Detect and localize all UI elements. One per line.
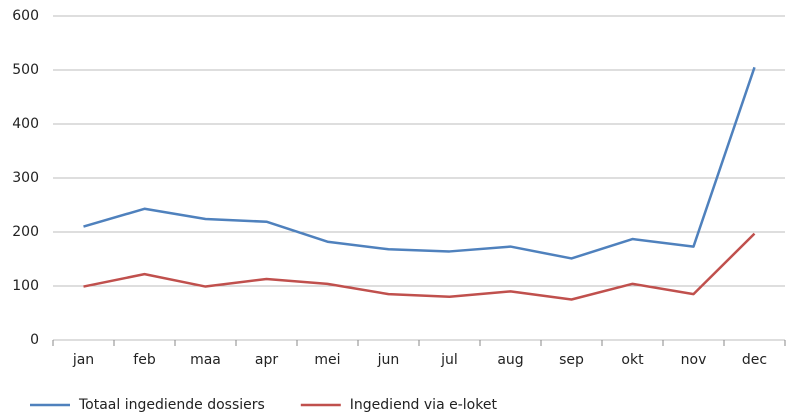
y-tick-label: 500 — [12, 62, 39, 78]
x-tick-label: nov — [681, 352, 707, 368]
y-tick-label: 600 — [12, 8, 39, 24]
legend-label: Ingediend via e-loket — [350, 397, 498, 413]
x-tick-label: aug — [497, 352, 523, 368]
x-tick-label: okt — [621, 352, 644, 368]
y-tick-label: 100 — [12, 278, 39, 294]
x-tick-label: feb — [133, 352, 156, 368]
series-line — [83, 66, 756, 260]
x-tick-label: jan — [72, 352, 94, 368]
x-tick-label: maa — [190, 352, 221, 368]
y-tick-label: 200 — [12, 224, 39, 240]
x-tick-label: sep — [559, 352, 584, 368]
x-tick-label: mei — [314, 352, 340, 368]
y-tick-label: 400 — [12, 116, 39, 132]
x-tick-label: dec — [742, 352, 767, 368]
y-tick-label: 0 — [30, 332, 39, 348]
x-tick-label: apr — [255, 352, 278, 368]
series-line — [83, 232, 756, 301]
legend-label: Totaal ingediende dossiers — [78, 397, 265, 413]
x-tick-label: jul — [440, 352, 458, 368]
y-tick-label: 300 — [12, 170, 39, 186]
x-tick-label: jun — [377, 352, 400, 368]
